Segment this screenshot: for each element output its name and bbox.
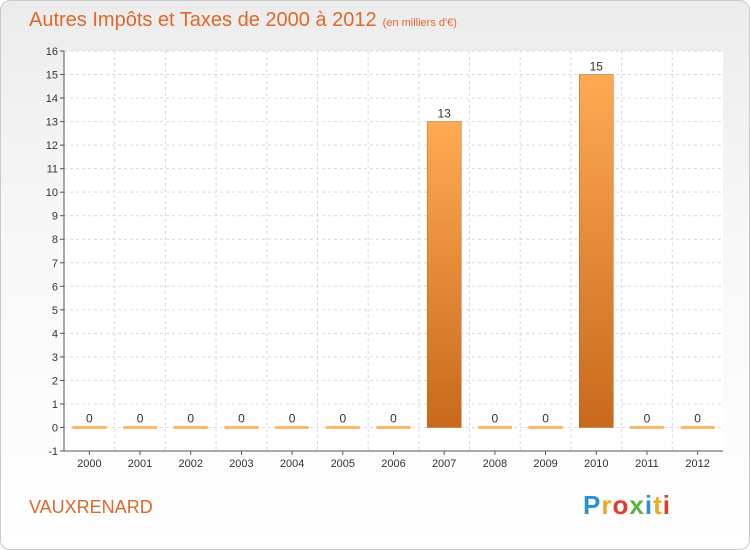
y-tick-label: 13 [46,117,58,129]
value-label: 0 [542,411,549,425]
x-tick-label: 2002 [178,458,202,470]
x-tick-label: 2001 [128,458,152,470]
logo-letter: i [662,490,671,520]
y-tick-label: 9 [52,211,58,223]
x-tick-label: 2012 [685,458,709,470]
value-label: 0 [390,411,397,425]
bar [224,425,259,429]
y-tick-label: 1 [52,399,58,411]
chart-title: Autres Impôts et Taxes de 2000 à 2012 (en… [29,9,457,32]
bar [528,425,563,429]
proxiti-logo[interactable]: Proxiti [583,490,671,521]
bar [123,425,158,429]
value-label: 15 [590,60,604,74]
value-label: 0 [339,411,346,425]
bar [376,425,411,429]
y-tick-label: 16 [46,46,58,58]
bar [72,425,107,429]
logo-letter: r [601,490,613,520]
plot-area [64,51,723,451]
y-tick-label: 4 [52,328,58,340]
value-label: 0 [492,411,499,425]
x-tick-label: 2007 [432,458,456,470]
y-tick-label: 3 [52,352,58,364]
logo-letter: x [629,490,645,520]
value-label: 0 [289,411,296,425]
y-tick-label: 11 [47,164,58,176]
value-label: 0 [137,411,144,425]
y-tick-label: 14 [46,93,58,105]
bar [629,425,664,429]
bar [275,425,310,429]
x-tick-label: 2008 [483,458,507,470]
value-label: 0 [187,411,194,425]
logo-letter: o [612,490,630,520]
bar [579,74,614,428]
x-tick-label: 2000 [77,458,101,470]
value-label: 0 [238,411,245,425]
bar [477,425,512,429]
y-tick-label: 12 [46,140,58,152]
x-tick-label: 2003 [229,458,253,470]
y-tick-label: 5 [52,305,58,317]
commune-name: VAUXRENARD [29,497,153,517]
x-tick-label: 2004 [280,458,304,470]
x-tick-label: 2006 [381,458,405,470]
y-tick-label: 7 [52,258,58,270]
y-tick-label: 10 [46,187,58,199]
logo-letter: i [644,490,654,520]
value-label: 0 [644,411,651,425]
bar [325,425,360,429]
bar [426,121,462,428]
logo-letter: P [583,490,602,520]
value-label: 0 [86,411,93,425]
value-label: 13 [438,107,452,121]
x-tick-label: 2010 [584,458,608,470]
x-tick-label: 2005 [331,458,355,470]
unit-text: (en milliers d'€) [382,17,457,29]
x-tick-label: 2009 [533,458,557,470]
title-text: Autres Impôts et Taxes de 2000 à 2012 [29,9,377,31]
y-tick-label: -1 [48,446,58,458]
x-tick-label: 2011 [635,458,659,470]
y-tick-label: 15 [46,70,58,82]
bar [173,425,208,429]
y-tick-label: 6 [52,281,58,293]
logo-letter: t [653,490,663,520]
value-label: 0 [694,411,701,425]
y-tick-label: 8 [52,234,58,246]
bar [680,425,715,429]
y-tick-label: 2 [52,375,58,387]
y-tick-label: 0 [52,422,58,434]
